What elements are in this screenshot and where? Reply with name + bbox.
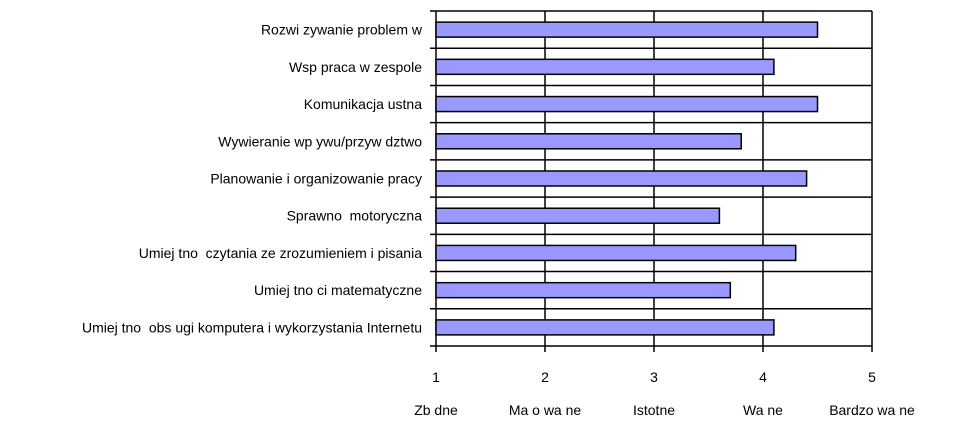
- bar: [435, 58, 775, 76]
- bar: [435, 281, 732, 299]
- x-tick-sublabel: Bardzo wa ne: [829, 402, 915, 418]
- category-label: Komunikacja ustna: [304, 96, 423, 112]
- x-tick-label: 1: [432, 369, 440, 385]
- x-tick-sublabel: Wa ne: [743, 402, 783, 418]
- category-label: Rozwi zywanie problem w: [261, 22, 423, 38]
- x-tick-sublabel: Zb dne: [414, 402, 458, 418]
- bar: [435, 133, 742, 150]
- x-tick-label: 5: [868, 369, 876, 385]
- bar: [435, 95, 819, 113]
- category-label: Planowanie i organizowanie pracy: [210, 171, 422, 187]
- bar: [435, 207, 721, 224]
- bar: [435, 21, 819, 38]
- bar: [435, 170, 808, 187]
- x-tick-sublabel: Ma o wa ne: [509, 402, 582, 418]
- x-tick-sublabel: Istotne: [633, 402, 675, 418]
- x-tick-label: 2: [541, 369, 549, 385]
- bar: [435, 244, 797, 262]
- category-label: Sprawno motoryczna: [287, 208, 423, 224]
- category-label: Wsp praca w zespole: [289, 59, 422, 75]
- category-label: Umiej tno czytania ze zrozumieniem i pis…: [139, 245, 422, 261]
- category-label: Umiej tno ci matematyczne: [254, 282, 422, 298]
- x-tick-label: 3: [650, 369, 658, 385]
- x-tick-label: 4: [759, 369, 767, 385]
- bar: [435, 319, 775, 336]
- category-label: Umiej tno obs ugi komputera i wykorzysta…: [82, 319, 422, 335]
- category-label: Wywieranie wp ywu/przyw dztwo: [218, 133, 422, 149]
